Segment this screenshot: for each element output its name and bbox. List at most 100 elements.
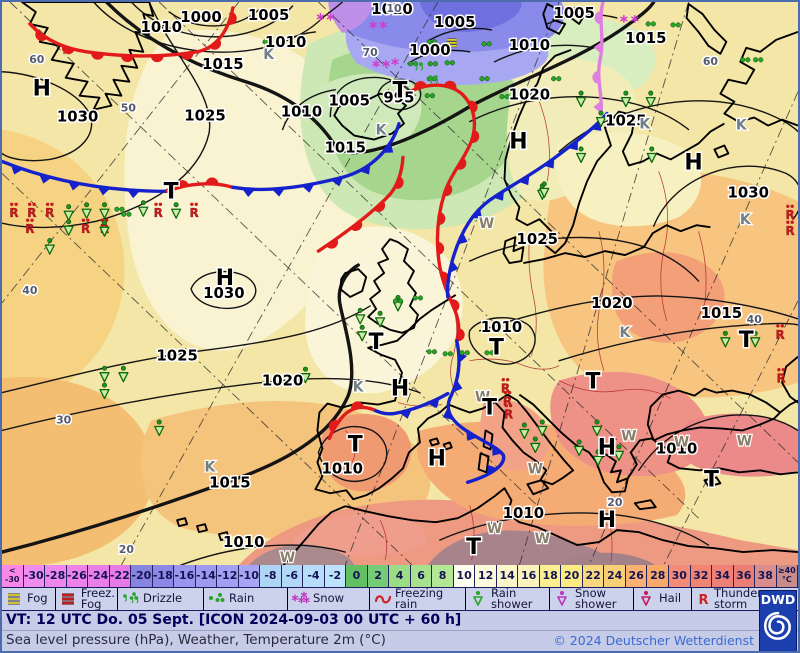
coastline: [660, 444, 798, 476]
legend-label: Freezing rain: [395, 588, 444, 610]
isobar-line: [2, 71, 93, 162]
pressure-label: 1005: [434, 13, 476, 31]
warm-front-marker: [209, 39, 222, 50]
cold-front-marker: [452, 379, 463, 393]
temp-scale-cell: 20: [561, 565, 583, 587]
warm-front: [327, 405, 375, 441]
coastline: [703, 476, 722, 488]
isobar-line: [478, 295, 798, 332]
airmass-label: W: [621, 428, 636, 444]
pressure-label: 1005: [329, 92, 371, 110]
graticule-line: [2, 173, 413, 565]
temperature-region: [321, 413, 412, 492]
isobar-line: [439, 512, 710, 546]
temp-scale-cell: 0: [346, 565, 368, 587]
cold-front-marker: [10, 164, 24, 175]
coastline: [646, 387, 798, 441]
warm-front-marker: [328, 420, 339, 432]
grid-label: 30: [56, 413, 72, 426]
low-pressure-center: T: [704, 467, 719, 492]
warm-front-marker: [351, 401, 364, 410]
snow-icon: [291, 591, 310, 604]
high-pressure-center: H: [684, 150, 702, 175]
isobar-line: [281, 88, 337, 131]
temp-scale-cell: 16: [518, 565, 540, 587]
coastline: [176, 517, 189, 528]
legend-item-snow: Snow: [288, 588, 370, 610]
pressure-label: 1010: [322, 459, 364, 477]
rainshower-icon: [473, 591, 483, 606]
airmass-label: K: [740, 212, 752, 228]
pressure-label: 1025: [184, 107, 226, 125]
temp-scale-cell: 24: [604, 565, 626, 587]
isobar-line: [267, 31, 317, 55]
tstorm-symbol: [776, 367, 786, 386]
low-pressure-center: T: [369, 330, 384, 355]
cold-front-marker: [543, 158, 555, 169]
temp-scale-cell: 18: [539, 565, 562, 587]
weather-map: R101010001005101010151030102510101005995…: [2, 2, 798, 565]
graticule-line: [518, 2, 689, 565]
coastline: [523, 224, 711, 265]
warm-front-marker: [175, 180, 189, 189]
isobar-line: [190, 270, 257, 310]
warm-front-marker: [180, 52, 194, 60]
cold-front-marker: [330, 177, 344, 187]
coastline: [494, 393, 575, 486]
warm-front-marker: [205, 177, 219, 185]
warm-front: [28, 6, 235, 58]
coastline: [314, 294, 495, 501]
cold-front-marker: [127, 189, 141, 199]
border-line: [344, 430, 356, 463]
coastline: [345, 487, 798, 553]
coastline: [367, 238, 419, 334]
low-pressure-center: T: [739, 328, 754, 353]
tstorm-symbol: [80, 218, 91, 237]
chart-subtitle: Sea level pressure (hPa), Weather, Tempe…: [6, 632, 386, 648]
warm-front: [165, 182, 235, 194]
temp-scale-cell: -2: [324, 565, 347, 587]
occluded-front-marker: [594, 11, 602, 25]
temperature-region: [328, 2, 373, 33]
temperature-region: [419, 2, 522, 33]
dwd-logo-text: DWD: [760, 592, 796, 607]
grid-label: 40: [22, 284, 38, 297]
cold-front-marker: [427, 398, 440, 409]
pressure-label: 1025: [517, 230, 559, 248]
temp-scale-cell: 36: [733, 565, 756, 587]
legend-label: Freez. Fog: [80, 588, 115, 610]
cold-front-marker: [518, 174, 530, 186]
legend-label: Rain: [229, 591, 255, 606]
temp-scale-cell: 4: [389, 565, 411, 587]
tstorm-symbol: [503, 403, 514, 422]
cold-front-marker: [97, 186, 111, 196]
grid-label: 20: [119, 543, 135, 556]
coastline: [518, 393, 597, 462]
grid-label: 50: [121, 102, 137, 115]
weather-symbol-legend: Fog Freez. Fog Drizzle Rain Snow Freezing rain R…: [2, 588, 798, 611]
high-pressure-center: H: [509, 129, 527, 154]
graticule-line: [663, 300, 798, 565]
cold-front-marker: [68, 181, 81, 191]
temperature-region: [345, 31, 549, 86]
low-pressure-center: T: [586, 370, 601, 395]
legend-label: Thunder storm: [714, 588, 762, 610]
temp-scale-cell: -6: [281, 565, 304, 587]
pressure-label: 1005: [553, 4, 595, 22]
cold-front-marker: [382, 142, 394, 153]
cold-front: [448, 339, 461, 401]
graticule-line: [9, 2, 545, 513]
copyright-text: © 2024 Deutscher Wetterdienst: [553, 633, 754, 648]
temp-scale-cell: 2: [367, 565, 390, 587]
svg-text:R: R: [698, 593, 708, 608]
rain-icon: [209, 593, 225, 602]
freezfog-icon: [61, 593, 74, 605]
cold-front-marker: [442, 408, 453, 421]
isobar-line: [377, 78, 422, 111]
warm-front-marker: [373, 201, 386, 212]
pressure-label: 995: [383, 89, 414, 107]
pressure-label: 1000: [180, 8, 222, 26]
occluded-front-marker: [593, 100, 602, 114]
pressure-label: 1015: [325, 138, 367, 156]
